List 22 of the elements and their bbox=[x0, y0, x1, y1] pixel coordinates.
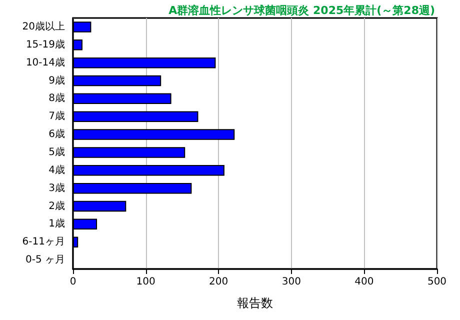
y-tick-label: 15-19歳 bbox=[26, 38, 65, 50]
x-tick-label: 500 bbox=[427, 276, 447, 288]
x-axis-title: 報告数 bbox=[237, 296, 273, 310]
x-tick-label: 300 bbox=[282, 276, 301, 288]
x-tick-label: 200 bbox=[209, 276, 228, 288]
x-tick-label: 100 bbox=[136, 276, 156, 288]
y-tick-label: 8歳 bbox=[48, 92, 65, 104]
y-tick-label: 6-11ヶ月 bbox=[22, 236, 65, 248]
y-tick-label: 10-14歳 bbox=[26, 56, 65, 68]
y-tick-label: 3歳 bbox=[48, 182, 65, 194]
y-tick-label: 7歳 bbox=[48, 110, 65, 122]
x-tick-label: 400 bbox=[354, 276, 374, 288]
x-tick-label: 0 bbox=[70, 276, 76, 288]
y-tick-label: 9歳 bbox=[48, 74, 65, 86]
y-tick-label: 1歳 bbox=[48, 218, 65, 230]
y-tick-label: 20歳以上 bbox=[22, 20, 65, 32]
y-tick-label: 5歳 bbox=[48, 146, 65, 158]
y-tick-label: 4歳 bbox=[48, 164, 65, 176]
y-tick-label: 2歳 bbox=[48, 200, 65, 212]
chart-title: A群溶血性レンサ球菌咽頭炎 2025年累計(～第28週) bbox=[168, 4, 436, 17]
y-tick-label: 6歳 bbox=[48, 128, 65, 140]
y-tick-label: 0-5 ヶ月 bbox=[25, 254, 65, 266]
